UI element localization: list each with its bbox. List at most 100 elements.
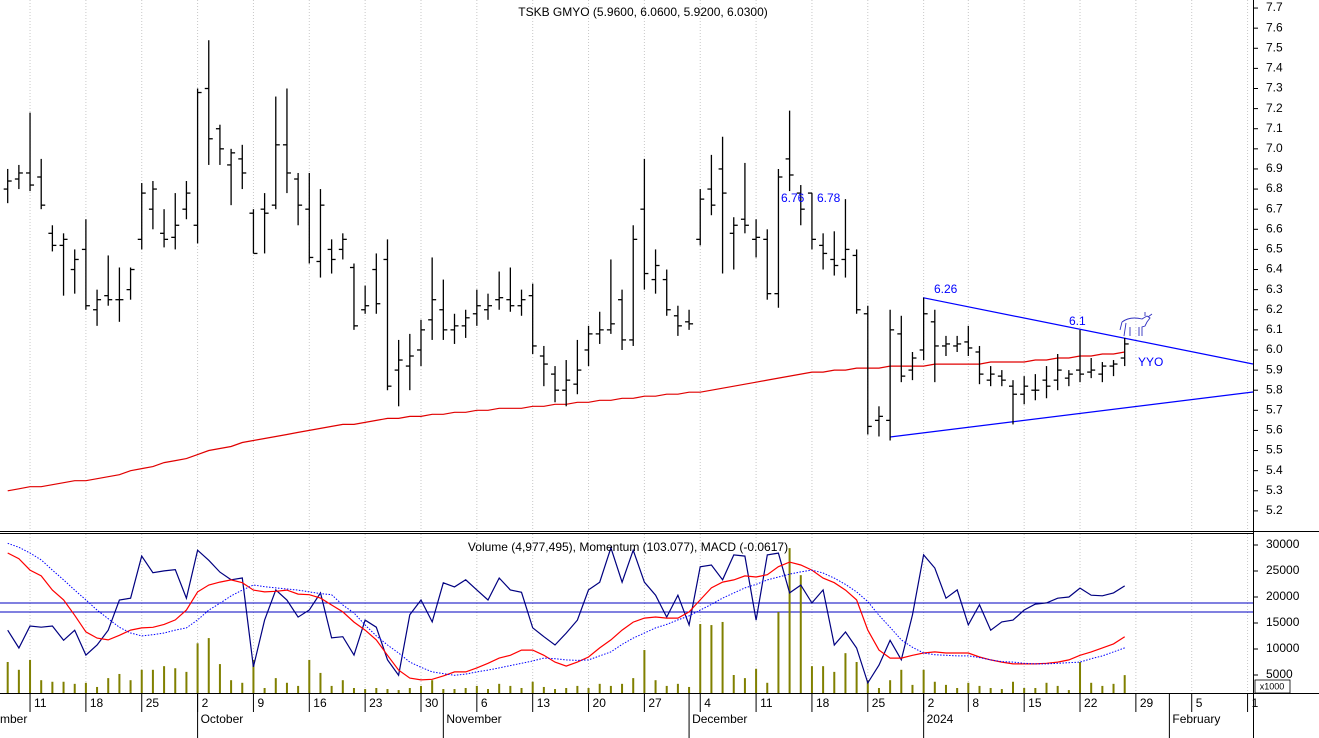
volume-bar	[174, 668, 176, 693]
y-tick-label: 7.1	[1266, 121, 1283, 135]
y-tick-label: 5.5	[1266, 443, 1283, 457]
chart: TSKB GMYO (5.9600, 6.0600, 5.9200, 6.030…	[0, 0, 1319, 738]
x-tick-label: 8	[972, 696, 979, 710]
y-tick-label: 7.0	[1266, 141, 1283, 155]
volume-bar	[900, 670, 902, 693]
series-line	[8, 543, 1125, 675]
y-tick-label: 6.0	[1266, 342, 1283, 356]
x-tick-label: 18	[816, 696, 830, 710]
volume-bar	[990, 688, 992, 693]
x-tick-label: 18	[90, 696, 104, 710]
volume-bar	[409, 688, 411, 693]
volume-bar	[163, 666, 165, 693]
volume-bar	[744, 678, 746, 693]
y-tick-label: 25000	[1266, 563, 1300, 577]
volume-bar	[398, 690, 400, 693]
y-tick-label: 30000	[1266, 537, 1300, 551]
x-tick-label: 6	[481, 696, 488, 710]
month-label: 2024	[927, 712, 954, 726]
volume-bar	[733, 675, 735, 693]
volume-bar	[923, 670, 925, 693]
volume-bar	[118, 674, 120, 693]
volume-bar	[789, 548, 791, 693]
x-tick-label: 2	[202, 696, 209, 710]
chart-title: TSKB GMYO (5.9600, 6.0600, 5.9200, 6.030…	[518, 5, 768, 19]
y-tick-label: 6.2	[1266, 302, 1283, 316]
y-tick-label: 7.7	[1266, 0, 1283, 14]
volume-bar	[833, 672, 835, 693]
volume-bar	[1090, 683, 1092, 693]
volume-bar	[275, 678, 277, 693]
volume-bar	[655, 680, 657, 693]
month-label: November	[446, 712, 501, 726]
volume-bar	[911, 685, 913, 693]
x-tick-label: 25	[872, 696, 886, 710]
volume-bar	[1068, 690, 1070, 693]
annotation: YYO	[1138, 355, 1163, 369]
x-tick-label: 1	[1252, 696, 1259, 710]
x-tick-label: 2	[928, 696, 935, 710]
x-tick-label: 25	[146, 696, 160, 710]
volume-bar	[934, 682, 936, 693]
volume-bar	[107, 678, 109, 693]
volume-bar	[632, 678, 634, 693]
y-tick-label: 5.3	[1266, 483, 1283, 497]
volume-bar	[286, 683, 288, 693]
volume-bar	[1101, 686, 1103, 693]
y-tick-label: 20000	[1266, 589, 1300, 603]
month-label: December	[692, 712, 747, 726]
y-tick-label: 6.3	[1266, 282, 1283, 296]
volume-bar	[1057, 686, 1059, 693]
volume-bar	[800, 575, 802, 693]
volume-bar	[710, 625, 712, 693]
grid	[30, 0, 1248, 693]
y-tick-label: 5.7	[1266, 402, 1283, 416]
volume-bar	[85, 683, 87, 693]
x-tick-label: 4	[704, 696, 711, 710]
volume-bar	[442, 689, 444, 693]
month-label: mber	[0, 712, 27, 726]
volume-bar	[476, 686, 478, 693]
y-tick-label: 6.8	[1266, 181, 1283, 195]
y-tick-label: 7.5	[1266, 40, 1283, 54]
volume-bar	[331, 686, 333, 693]
volume-bar	[454, 689, 456, 693]
volume-bar	[889, 680, 891, 693]
volume-bar	[74, 684, 76, 693]
volume-bar	[543, 687, 545, 693]
y-tick-label: 7.2	[1266, 101, 1283, 115]
unit-label: x1000	[1260, 681, 1285, 691]
volume-bar	[643, 650, 645, 693]
trendline	[890, 392, 1253, 437]
price-panel	[4, 40, 1253, 491]
x-tick-label: 23	[369, 696, 383, 710]
volume-bar	[498, 684, 500, 693]
y-tick-label: 6.6	[1266, 221, 1283, 235]
volume-bar	[565, 688, 567, 693]
volume-bar	[856, 662, 858, 693]
annotation: 6.1	[1069, 314, 1086, 328]
month-label: October	[201, 712, 244, 726]
volume-bar	[777, 612, 779, 693]
volume-bar	[230, 680, 232, 693]
volume-bar	[1012, 682, 1014, 693]
volume-bar	[956, 688, 958, 693]
volume-bar	[554, 689, 556, 693]
trendline	[923, 298, 1253, 364]
volume-bar	[297, 686, 299, 693]
volume-bar	[465, 688, 467, 693]
x-tick-label: 13	[537, 696, 551, 710]
y-tick-label: 5.8	[1266, 382, 1283, 396]
volume-bar	[386, 689, 388, 693]
panel-title: Volume (4,977,495), Momentum (103.077), …	[468, 540, 788, 554]
volume-bar	[1124, 675, 1126, 693]
volume-bar	[40, 680, 42, 693]
x-tick-label: 20	[593, 696, 607, 710]
volume-bar	[1113, 684, 1115, 693]
volume-bar	[766, 683, 768, 693]
y-tick-label: 15000	[1266, 615, 1300, 629]
y-tick-label: 7.6	[1266, 20, 1283, 34]
volume-bar	[1001, 689, 1003, 693]
y-tick-label: 5.6	[1266, 423, 1283, 437]
y-tick-label: 7.3	[1266, 81, 1283, 95]
